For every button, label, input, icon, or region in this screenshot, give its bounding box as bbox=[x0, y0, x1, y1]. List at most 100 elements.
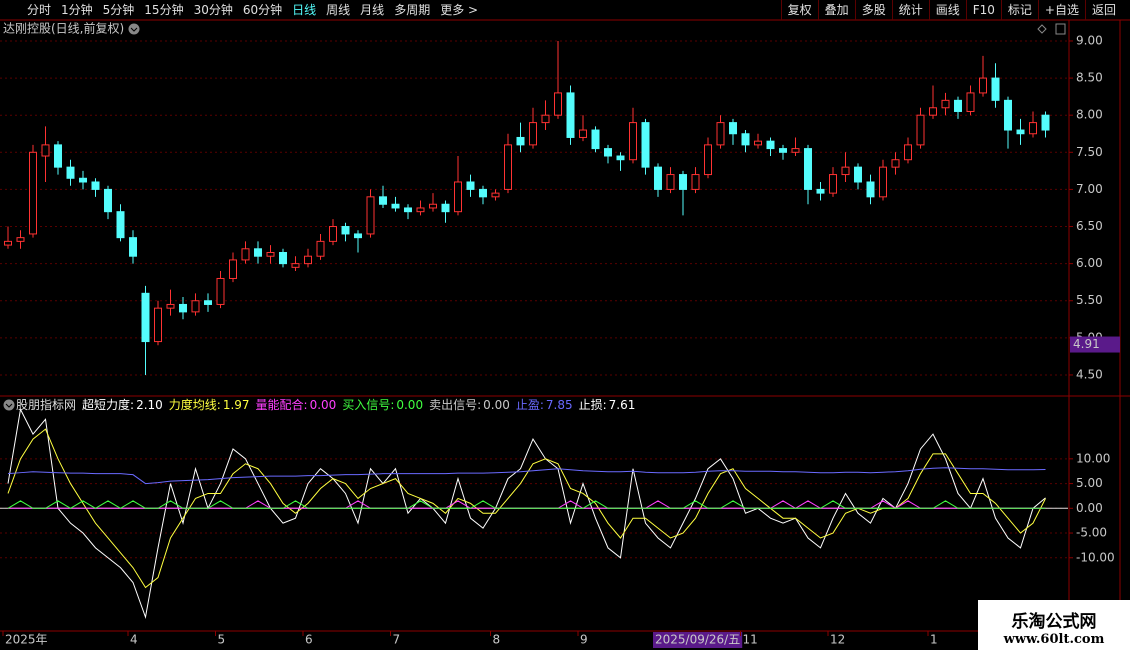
y-tick-label: 8.50 bbox=[1076, 71, 1103, 85]
candle-body bbox=[441, 203, 450, 213]
indicator-line bbox=[7, 428, 1046, 589]
legend-value: 1.97 bbox=[222, 398, 250, 412]
candle-body bbox=[116, 211, 125, 239]
x-tick-label: 9 bbox=[580, 633, 588, 647]
y-tick-label: 8.00 bbox=[1076, 108, 1103, 122]
candle-body bbox=[504, 144, 512, 190]
function-button[interactable]: 返回 bbox=[1084, 0, 1122, 20]
legend-name: 止盈: bbox=[515, 398, 544, 412]
candle-body bbox=[266, 251, 275, 257]
function-button[interactable]: +自选 bbox=[1037, 0, 1085, 20]
function-button[interactable]: 画线 bbox=[928, 0, 966, 20]
dropdown-icon[interactable] bbox=[3, 399, 15, 411]
function-button[interactable]: F10 bbox=[965, 0, 1001, 20]
candle-body bbox=[466, 181, 475, 190]
function-toolbar: 复权 叠加 多股 统计 画线 F10 标记 +自选 返回 bbox=[780, 0, 1122, 20]
candle-body bbox=[391, 203, 400, 209]
candle-body bbox=[691, 174, 700, 190]
candle-body bbox=[404, 207, 412, 213]
candle-body bbox=[641, 122, 650, 168]
period-button[interactable]: 多周期 bbox=[394, 3, 431, 17]
period-button[interactable]: 30分钟 bbox=[193, 3, 233, 17]
period-button[interactable]: 周线 bbox=[326, 3, 351, 17]
candle-body bbox=[616, 155, 625, 161]
candle-body bbox=[366, 196, 375, 235]
candle-body bbox=[904, 144, 912, 161]
cursor-date-box bbox=[653, 632, 743, 648]
candle-body bbox=[966, 92, 975, 112]
candle-body bbox=[816, 188, 825, 194]
x-tick-label: 7 bbox=[393, 633, 401, 647]
chevron bbox=[5, 403, 13, 408]
period-button[interactable]: 5分钟 bbox=[102, 3, 135, 17]
candle-body bbox=[66, 166, 75, 179]
candle-body bbox=[941, 99, 950, 109]
candle-body bbox=[954, 99, 962, 112]
y-tick-label: 5.50 bbox=[1076, 293, 1103, 307]
period-button[interactable]: 分时 bbox=[27, 3, 52, 17]
candle-body bbox=[1004, 99, 1012, 131]
candle-body bbox=[379, 196, 387, 205]
legend-value: 2.10 bbox=[136, 398, 163, 412]
candle-body bbox=[41, 144, 50, 157]
period-button[interactable]: 月线 bbox=[360, 3, 385, 17]
candle-body bbox=[29, 151, 37, 235]
chevron bbox=[130, 27, 138, 32]
candle-body bbox=[779, 148, 787, 153]
candle-body bbox=[541, 114, 550, 124]
candle-body bbox=[554, 92, 562, 116]
candle-body bbox=[879, 166, 887, 198]
candle-body bbox=[179, 303, 187, 313]
indicator-line bbox=[7, 500, 1046, 509]
period-button[interactable]: 日线 bbox=[292, 3, 317, 17]
period-button[interactable]: 1分钟 bbox=[61, 3, 93, 17]
dropdown-icon[interactable] bbox=[128, 23, 140, 35]
cursor-price-box bbox=[1070, 336, 1120, 353]
candle-body bbox=[341, 226, 350, 235]
candle-body bbox=[979, 77, 987, 94]
candle-body bbox=[916, 114, 925, 146]
candle-body bbox=[579, 129, 587, 138]
y-tick-label: -10.00 bbox=[1076, 550, 1115, 564]
candle-body bbox=[666, 174, 675, 190]
x-tick-label: 1 bbox=[930, 633, 938, 647]
candle-body bbox=[279, 251, 287, 265]
candle-body bbox=[54, 144, 62, 168]
y-tick-label: 7.50 bbox=[1076, 145, 1103, 159]
legend-value: 7.61 bbox=[608, 398, 636, 412]
candle-body bbox=[766, 140, 775, 150]
icon[interactable] bbox=[1037, 24, 1047, 34]
legend-value: 0.00 bbox=[309, 398, 337, 412]
watermark: 乐淘公式网 www.60lt.com bbox=[978, 600, 1130, 650]
function-button[interactable]: 叠加 bbox=[817, 0, 855, 20]
candle-body bbox=[891, 159, 900, 168]
function-button[interactable]: 复权 bbox=[780, 0, 818, 20]
period-button[interactable]: 更多 > bbox=[440, 3, 479, 17]
candle-body bbox=[841, 166, 850, 176]
candle-body bbox=[741, 133, 750, 146]
candle-body bbox=[291, 263, 300, 268]
legend-name: 买入信号: bbox=[342, 398, 395, 412]
candle-body bbox=[216, 277, 225, 305]
candle-body bbox=[329, 226, 337, 242]
candle-body bbox=[416, 207, 425, 213]
x-tick-label: 4 bbox=[130, 633, 138, 647]
x-tick-label: 6 bbox=[305, 633, 313, 647]
candle-body bbox=[104, 188, 112, 213]
candle-body bbox=[4, 240, 12, 246]
candle-body bbox=[229, 259, 237, 279]
function-button[interactable]: 多股 bbox=[854, 0, 892, 20]
period-button[interactable]: 60分钟 bbox=[242, 3, 283, 17]
indicator-legend: 股朋指标网 超短力度: 2.10 力度均线: 1.97 量能配合: 0.00 买入信号: 0.0… bbox=[4, 397, 635, 413]
x-tick-label: 5 bbox=[218, 633, 226, 647]
function-button[interactable]: 标记 bbox=[1000, 0, 1038, 20]
y-tick-label: 6.00 bbox=[1076, 256, 1103, 270]
function-button[interactable]: 统计 bbox=[891, 0, 929, 20]
period-button[interactable]: 15分钟 bbox=[144, 3, 184, 17]
candle-body bbox=[829, 174, 837, 194]
candle-body bbox=[316, 240, 325, 257]
candle-body bbox=[204, 300, 212, 305]
icon[interactable] bbox=[1055, 23, 1066, 35]
